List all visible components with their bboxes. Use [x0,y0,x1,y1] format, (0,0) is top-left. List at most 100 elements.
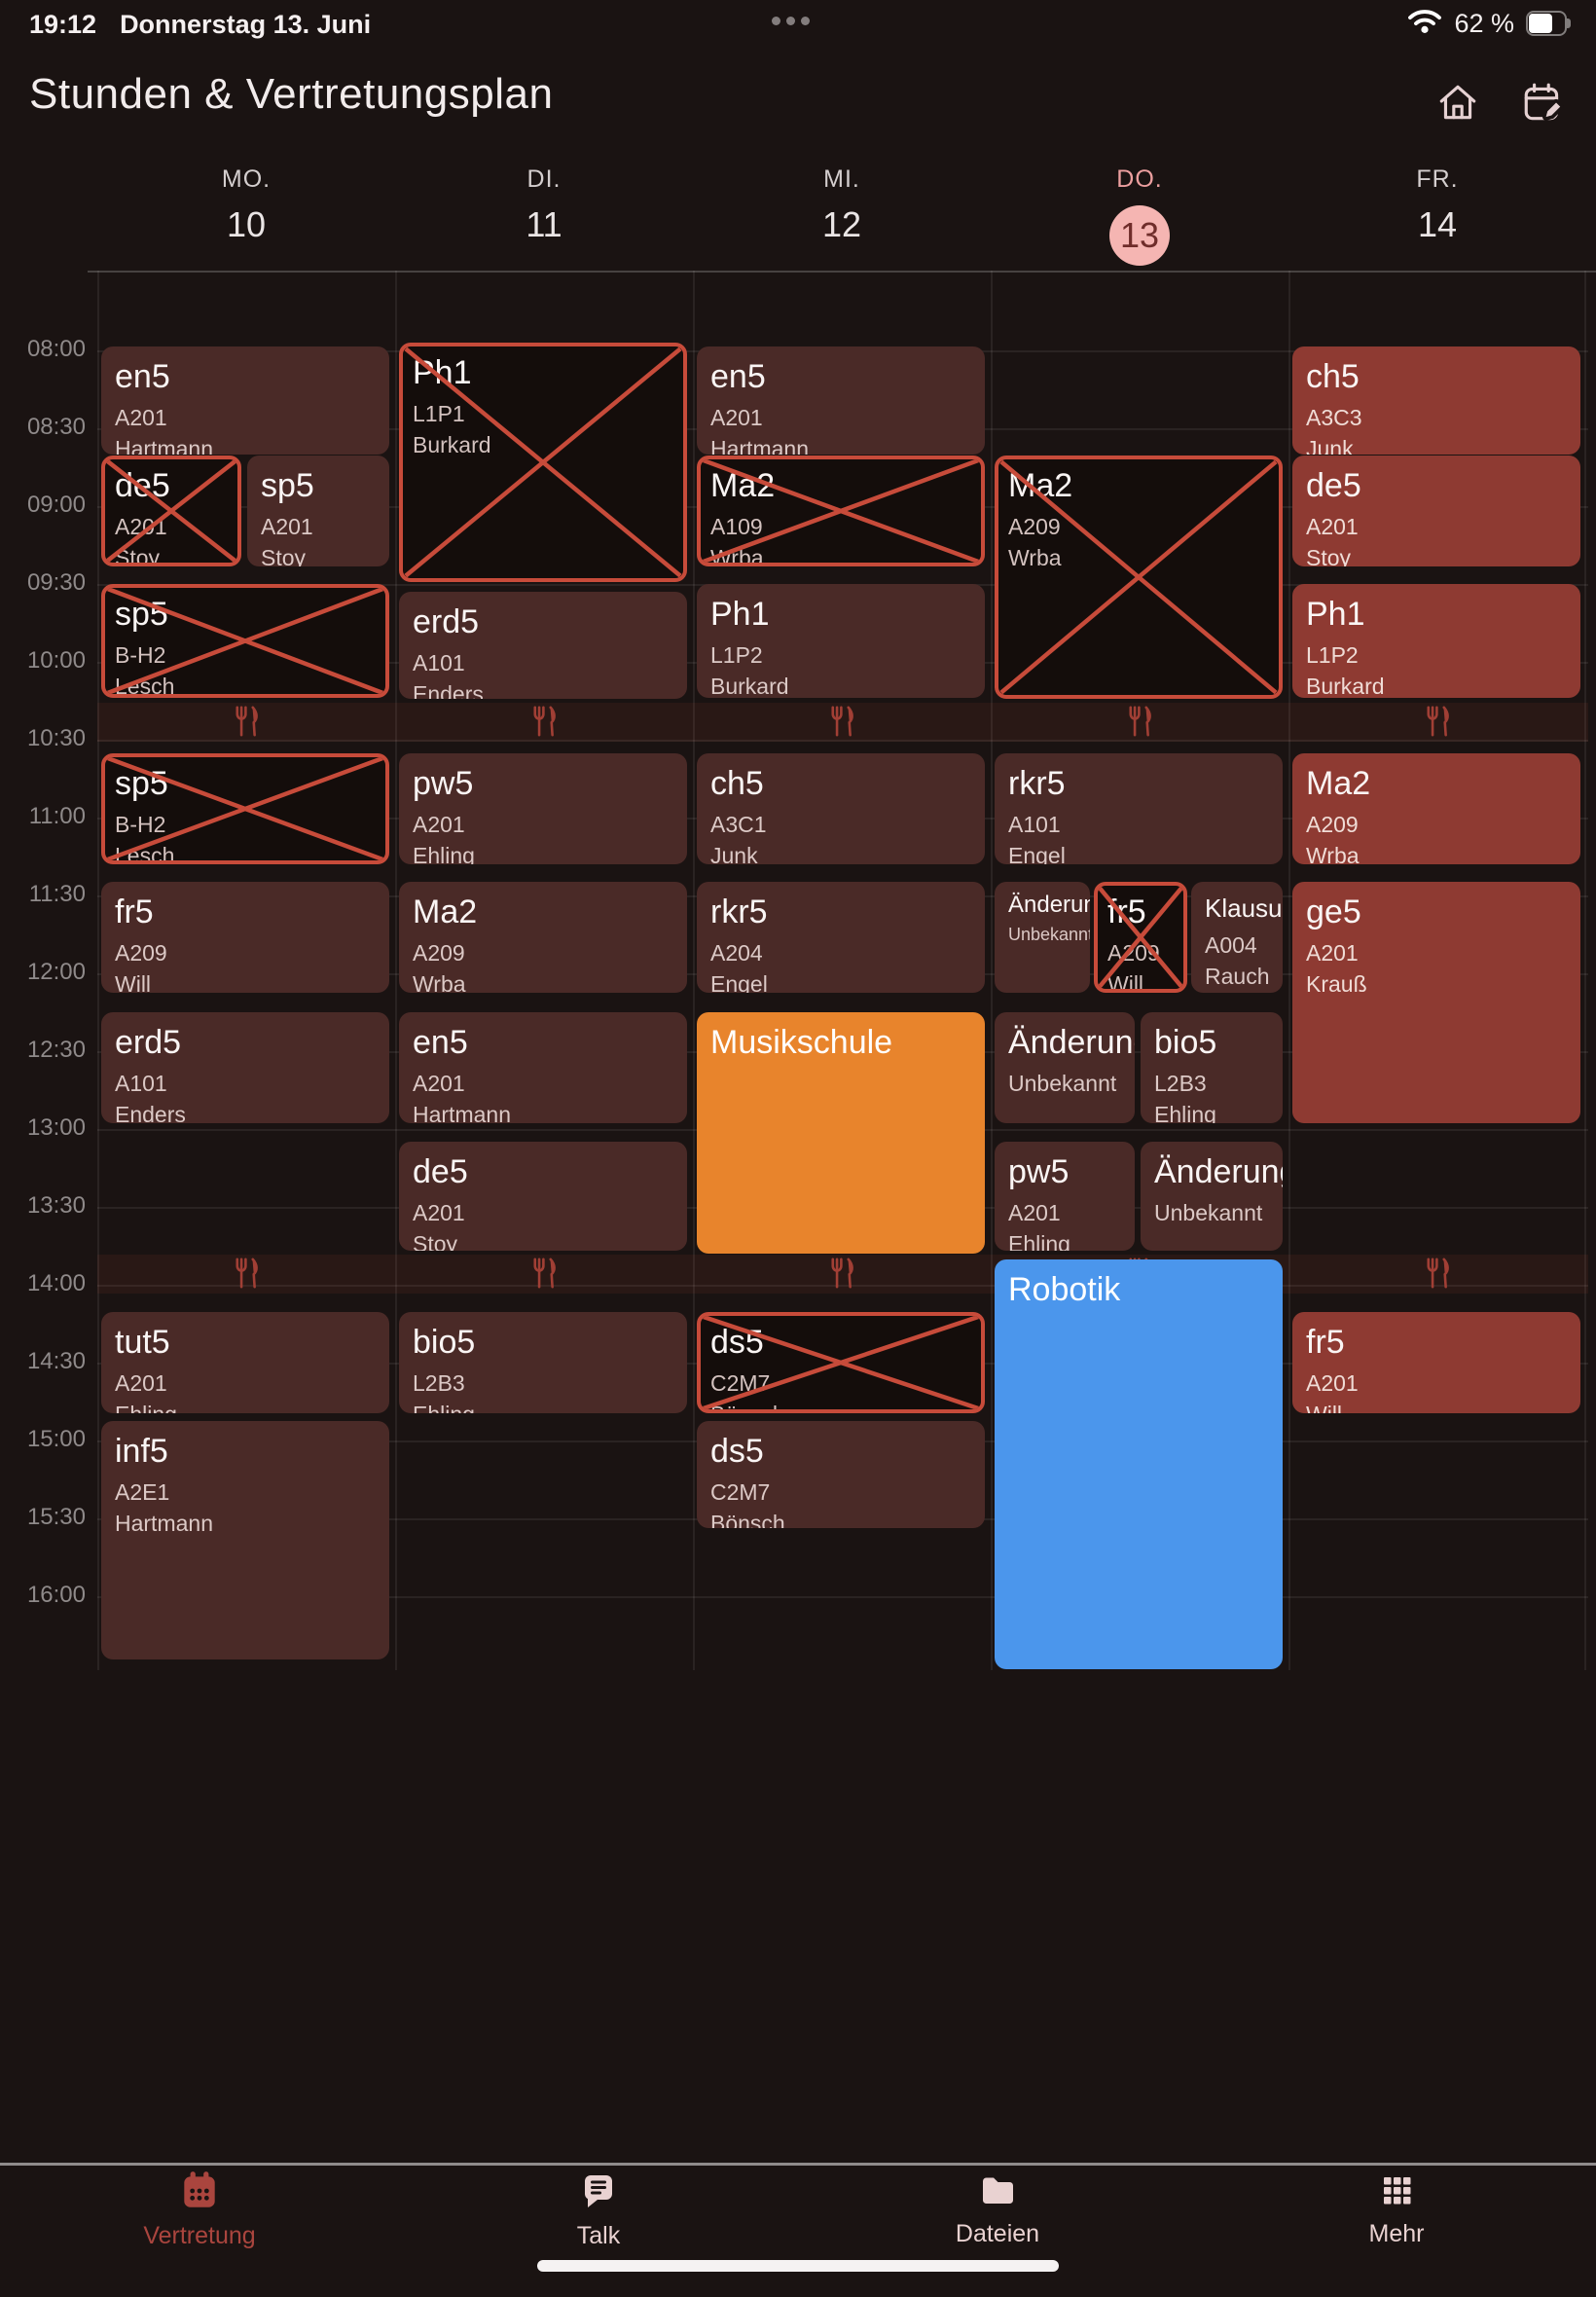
event-title: Musikschule [710,1024,893,1061]
event-fr5[interactable]: fr5 A209 Will [101,882,389,993]
event-en5[interactable]: en5 A201 Hartmann [101,346,389,455]
event-room: A204 [710,940,763,966]
event-ph1[interactable]: Ph1 L1P2 Burkard [1292,584,1580,698]
event-ma2[interactable]: Ma2 A209 Wrba [1292,753,1580,864]
event-ch5[interactable]: ch5 A3C1 Junk [697,753,985,864]
event-title: ch5 [1306,358,1360,395]
time-label: 15:00 [26,1426,86,1452]
event-title: Ma2 [710,467,776,504]
time-label: 09:30 [26,569,86,596]
grid-line-v [395,271,397,1670]
event-fr5[interactable]: fr5 A209 Will [1094,882,1187,993]
event-de5[interactable]: de5 A201 Stoy [101,456,241,566]
event-room: L2B3 [1154,1071,1207,1096]
event-teacher: Ehling [413,1399,673,1413]
tab-mehr[interactable]: Mehr [1197,2169,1596,2250]
event-teacher: Ehling [1008,1231,1070,1251]
event-de5[interactable]: de5 A201 Stoy [1292,456,1580,566]
event-room: B-H2 [115,812,166,837]
time-label: 10:00 [26,647,86,674]
event-de5[interactable]: de5 A201 Stoy [399,1142,687,1251]
event-title: erd5 [413,603,480,640]
status-left: 19:12 Donnerstag 13. Juni [29,10,371,40]
day-header-mo[interactable]: MO. 10 [97,165,395,256]
day-header-fr[interactable]: FR. 14 [1288,165,1586,256]
event-ds5[interactable]: ds5 C2M7 Bönsch [697,1312,985,1413]
event-robotik[interactable]: Robotik [995,1259,1283,1669]
tab-dateien[interactable]: Dateien [798,2169,1197,2250]
event-teacher: Will [1107,971,1144,993]
event-ge5[interactable]: ge5 A201 Krauß [1292,882,1580,1123]
event-room: B-H2 [115,642,166,668]
calendar-edit-icon[interactable] [1520,80,1567,131]
event-ph1[interactable]: Ph1 L1P1 Burkard [399,343,687,582]
event-title: Ph1 [1306,596,1365,633]
status-right: 62 % [1407,8,1571,39]
event-rkr5[interactable]: rkr5 A101 Engel [995,753,1283,864]
event-title: fr5 [1306,1324,1345,1361]
event-klausur_11[interactable]: Klausur_11 A004 Rauch [1191,882,1283,993]
grid-line-v [1288,271,1290,1670]
event-pw5[interactable]: pw5 A201 Ehling [399,753,687,864]
event-pw5[interactable]: pw5 A201 Ehling [995,1142,1135,1251]
event-en5[interactable]: en5 A201 Hartmann [697,346,985,455]
calendar-icon [177,2169,222,2218]
event-ma2[interactable]: Ma2 A109 Wrba [697,456,985,566]
tab-label: Mehr [1368,2220,1425,2247]
grid-line-v [97,271,99,1670]
event-erd5[interactable]: erd5 A101 Enders [101,1012,389,1123]
event-änderung[interactable]: Änderung Unbekannt [995,882,1090,993]
event-title: Ma2 [413,893,478,930]
event-teacher: Stoy [1306,545,1352,566]
day-number: 10 [226,204,267,244]
tab-label: Vertretung [143,2222,256,2249]
event-title: Ph1 [413,354,472,391]
event-teacher: Wrba [413,971,466,993]
tabbar-divider [0,2163,1596,2166]
event-room: A3C1 [710,812,767,837]
event-ph1[interactable]: Ph1 L1P2 Burkard [697,584,985,698]
day-header-di[interactable]: DI. 11 [395,165,693,256]
multitask-dots-icon[interactable] [772,17,810,25]
event-erd5[interactable]: erd5 A101 Enders [399,592,687,699]
event-fr5[interactable]: fr5 A201 Will [1292,1312,1580,1413]
event-änderung[interactable]: Änderung Unbekannt [995,1012,1135,1123]
day-number-wrap: 12 [693,194,991,256]
event-title: Ma2 [1008,467,1073,504]
event-ma2[interactable]: Ma2 A209 Wrba [399,882,687,993]
home-icon[interactable] [1435,80,1480,129]
event-rkr5[interactable]: rkr5 A204 Engel [697,882,985,993]
event-ma2[interactable]: Ma2 A209 Wrba [995,456,1283,699]
day-label: DO. [1116,165,1163,193]
event-title: en5 [115,358,170,395]
event-inf5[interactable]: inf5 A2E1 Hartmann [101,1421,389,1659]
event-en5[interactable]: en5 A201 Hartmann [399,1012,687,1123]
event-title: ds5 [710,1433,764,1470]
event-änderung[interactable]: Änderung Unbekannt [1141,1142,1283,1251]
event-bio5[interactable]: bio5 L2B3 Ehling [1141,1012,1283,1123]
event-sp5[interactable]: sp5 B-H2 Lesch [101,584,389,698]
tab-vertretung[interactable]: Vertretung [0,2169,399,2250]
event-ds5[interactable]: ds5 C2M7 Bönsch [697,1421,985,1528]
event-room: A201 [1306,1370,1359,1396]
event-sp5[interactable]: sp5 B-H2 Lesch [101,753,389,864]
event-room: A209 [1306,812,1359,837]
event-ch5[interactable]: ch5 A3C3 Junk [1292,346,1580,455]
event-title: Ma2 [1306,765,1371,802]
day-header-do[interactable]: DO. 13 [991,165,1288,266]
event-sp5[interactable]: sp5 A201 Stoy [247,456,389,566]
tab-talk[interactable]: Talk [399,2169,798,2250]
event-title: Änderung [1154,1153,1283,1190]
event-room: L2B3 [413,1370,465,1396]
event-bio5[interactable]: bio5 L2B3 Ehling [399,1312,687,1413]
time-label: 14:30 [26,1348,86,1374]
event-title: sp5 [261,467,314,504]
event-tut5[interactable]: tut5 A201 Ehling [101,1312,389,1413]
day-header-mi[interactable]: MI. 12 [693,165,991,256]
event-room: Unbekannt [1008,925,1090,944]
home-indicator[interactable] [537,2260,1059,2272]
event-teacher: Krauß [1306,971,1367,997]
event-teacher: Bönsch [710,1511,785,1528]
event-teacher: Ehling [413,843,475,864]
event-musikschule[interactable]: Musikschule [697,1012,985,1254]
